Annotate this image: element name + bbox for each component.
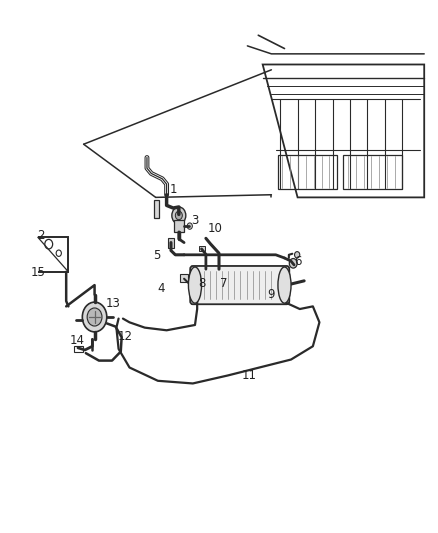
Text: 9: 9 bbox=[268, 288, 275, 301]
Text: 12: 12 bbox=[118, 330, 133, 343]
Text: 10: 10 bbox=[207, 222, 222, 235]
Text: 4: 4 bbox=[158, 282, 165, 295]
Bar bbox=[199, 246, 205, 251]
Text: 11: 11 bbox=[242, 369, 257, 382]
Circle shape bbox=[187, 223, 192, 229]
Text: 2: 2 bbox=[37, 229, 45, 242]
Text: 8: 8 bbox=[199, 277, 206, 290]
FancyBboxPatch shape bbox=[190, 266, 289, 304]
Ellipse shape bbox=[188, 267, 201, 303]
Bar bbox=[168, 238, 173, 248]
Text: 6: 6 bbox=[294, 255, 301, 268]
Circle shape bbox=[289, 259, 297, 268]
Text: 1: 1 bbox=[170, 183, 177, 196]
Circle shape bbox=[294, 252, 300, 258]
Text: 13: 13 bbox=[106, 297, 121, 310]
Text: 7: 7 bbox=[219, 277, 227, 290]
Text: 5: 5 bbox=[153, 249, 161, 262]
Text: 3: 3 bbox=[191, 214, 199, 227]
Circle shape bbox=[172, 207, 186, 224]
Bar bbox=[278, 155, 337, 189]
Bar bbox=[153, 200, 159, 217]
Circle shape bbox=[175, 211, 182, 220]
Bar bbox=[74, 346, 83, 352]
Ellipse shape bbox=[278, 267, 291, 303]
Circle shape bbox=[87, 308, 102, 326]
Bar bbox=[343, 155, 403, 189]
Bar bbox=[173, 220, 184, 232]
Circle shape bbox=[82, 302, 107, 332]
Text: 15: 15 bbox=[30, 266, 45, 279]
Text: 14: 14 bbox=[70, 334, 85, 348]
Bar bbox=[180, 274, 187, 282]
